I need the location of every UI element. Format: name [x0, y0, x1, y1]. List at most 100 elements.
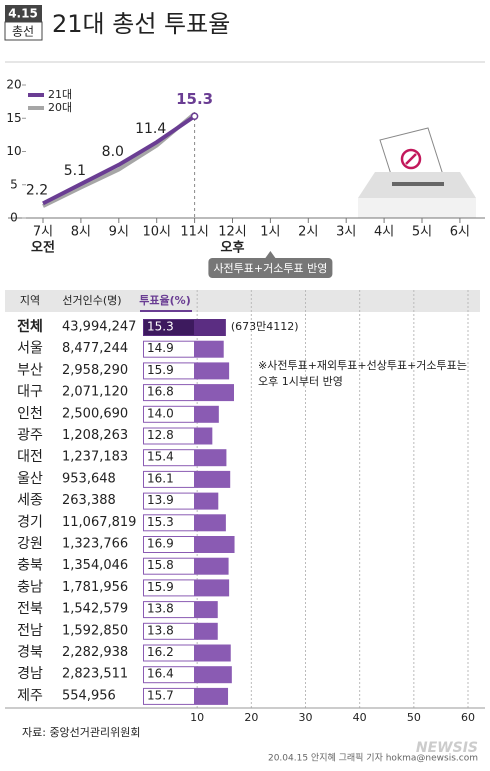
region: 세종	[17, 493, 43, 509]
region: 경기	[17, 514, 43, 530]
region: 서울	[17, 341, 43, 357]
electors: 1,323,766	[62, 537, 128, 552]
x-tick-label: 40	[353, 711, 367, 724]
note: ※사전투표+재외투표+선상투표+거소투표는	[258, 359, 467, 372]
electors: 1,208,263	[62, 428, 128, 443]
electors: 2,823,511	[62, 667, 128, 682]
label-box	[144, 428, 194, 444]
column-header: 투표율(%)	[139, 294, 190, 307]
electors: 554,956	[62, 688, 116, 703]
x-tick-label: 12시	[218, 225, 247, 240]
label-box	[144, 537, 194, 552]
x-tick-label: 10	[190, 711, 204, 724]
x-tick-label: 30	[299, 711, 313, 724]
label-box	[144, 471, 194, 487]
value-label: 16.1	[147, 471, 174, 485]
label-box	[144, 493, 194, 509]
x-tick-label: 10시	[142, 225, 171, 240]
value-label: 15.3	[176, 90, 213, 108]
region: 전북	[17, 601, 43, 617]
electors: 1,542,579	[62, 602, 128, 617]
x-tick-label: 5시	[412, 225, 432, 240]
region: 경남	[17, 666, 43, 682]
label-box	[144, 406, 194, 422]
value-label: 2.2	[26, 182, 48, 198]
electors: 1,237,183	[62, 450, 128, 465]
value-label: 16.9	[147, 537, 174, 551]
electors: 1,354,046	[62, 558, 128, 573]
value-label: 8.0	[102, 144, 124, 160]
label-box	[144, 385, 194, 401]
value-label: 15.9	[147, 363, 174, 377]
label-box	[144, 320, 194, 335]
label-box	[144, 558, 194, 574]
value-label: 13.9	[147, 493, 174, 507]
label-box	[144, 688, 194, 704]
value-label: 15.4	[147, 450, 174, 464]
title: 21대 총선 투표율	[52, 10, 230, 38]
value-label: 15.7	[147, 688, 174, 702]
region: 경북	[17, 645, 43, 661]
table-header-bg	[5, 290, 480, 312]
y-tick-label: 10	[6, 144, 21, 158]
region: 전체	[17, 318, 43, 335]
value-label: 12.8	[147, 428, 174, 442]
y-tick-label: 5	[10, 177, 18, 191]
region: 강원	[17, 536, 43, 552]
x-sublabel: 오후	[221, 240, 245, 256]
electors: 43,994,247	[62, 320, 136, 335]
region: 충북	[17, 558, 43, 574]
region: 제주	[17, 688, 43, 704]
column-header: 선거인수(명)	[62, 294, 121, 307]
end-marker	[190, 112, 199, 121]
annotation-pointer	[265, 251, 276, 258]
label-box	[144, 580, 194, 596]
x-tick-label: 6시	[450, 225, 470, 240]
electors: 2,282,938	[62, 645, 128, 660]
legend-label: 20대	[48, 101, 72, 114]
label-box	[144, 450, 194, 466]
region: 광주	[17, 428, 43, 444]
x-tick-label: 3시	[336, 225, 356, 240]
region: 전남	[17, 623, 43, 639]
value-label: 13.8	[147, 623, 174, 637]
x-tick-label: 7시	[33, 225, 53, 240]
annotation-box	[208, 258, 333, 278]
region: 대전	[17, 449, 43, 465]
annotation: (673만4112)	[231, 320, 299, 333]
x-tick-label: 60	[461, 711, 475, 724]
x-tick-label: 9시	[109, 225, 129, 240]
x-tick-label: 1시	[260, 225, 280, 240]
electors: 11,067,819	[62, 515, 136, 530]
x-tick-label: 4시	[374, 225, 394, 240]
electors: 2,958,290	[62, 363, 128, 378]
region: 충남	[17, 579, 43, 595]
label-box	[144, 363, 194, 379]
electors: 8,477,244	[62, 341, 128, 356]
electors: 1,592,850	[62, 623, 128, 638]
electors: 953,648	[62, 471, 116, 486]
electors: 2,500,690	[62, 406, 128, 421]
value-label: 15.9	[147, 580, 174, 594]
badge-bottom: 총선	[12, 25, 34, 39]
label-box	[144, 667, 194, 683]
watermark: NEWSIS	[416, 740, 478, 756]
badge-bottom-bg	[4, 21, 43, 41]
value-label: 16.8	[147, 385, 174, 399]
ballot-box-icon	[358, 127, 476, 218]
x-tick-label: 20	[244, 711, 258, 724]
value-label: 16.2	[147, 645, 174, 659]
label-box	[144, 515, 194, 531]
value-label: 11.4	[135, 121, 166, 137]
value-label: 14.9	[147, 341, 174, 355]
electors: 1,781,956	[62, 580, 128, 595]
x-sublabel: 오전	[31, 240, 55, 256]
y-tick-label: 15	[6, 111, 21, 125]
badge-top: 4.15	[8, 7, 38, 21]
value-label: 15.8	[147, 558, 174, 572]
source: 자료: 중앙선거관리위원회	[22, 726, 141, 739]
series-line	[42, 114, 196, 206]
label-box	[144, 341, 194, 357]
value-label: 15.3	[147, 320, 174, 334]
